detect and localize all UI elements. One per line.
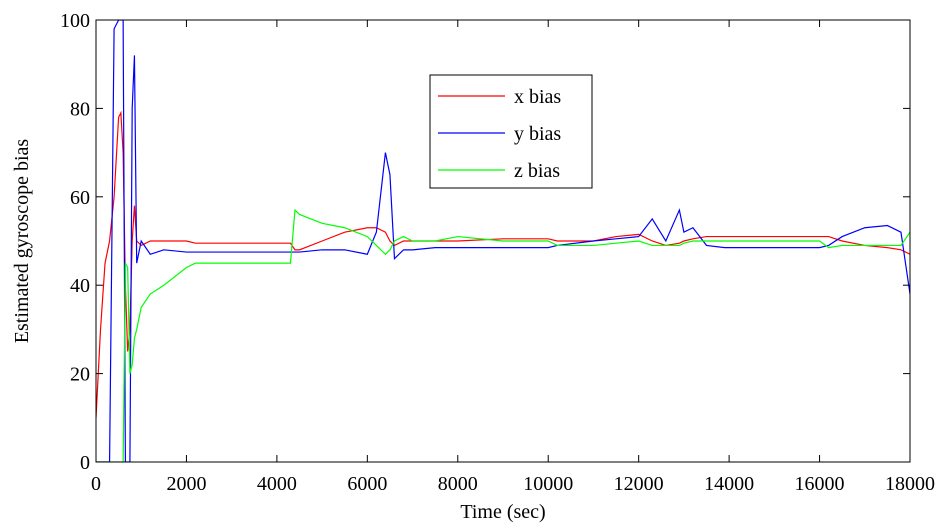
y-tick-label: 60 [70, 187, 90, 209]
x-tick-label: 14000 [704, 473, 754, 495]
legend-box [429, 74, 593, 189]
x-tick-label: 18000 [885, 473, 935, 495]
y-axis-label: Estimated gyroscope bias [11, 139, 33, 344]
x-tick-label: 2000 [166, 473, 206, 495]
series-line [96, 208, 910, 462]
x-axis-label: Time (sec) [460, 501, 545, 523]
y-tick-label: 80 [70, 98, 90, 120]
y-tick-label: 0 [80, 452, 90, 474]
x-tick-label: 4000 [257, 473, 297, 495]
x-tick-label: 0 [91, 473, 101, 495]
x-tick-label: 6000 [347, 473, 387, 495]
x-tick-label: 16000 [795, 473, 845, 495]
x-tick-label: 8000 [438, 473, 478, 495]
y-tick-label: 20 [70, 364, 90, 386]
x-tick-label: 12000 [614, 473, 664, 495]
y-tick-label: 40 [70, 275, 90, 297]
plot-lines [96, 20, 910, 462]
series-line [96, 20, 910, 462]
axes-box [95, 19, 911, 463]
y-tick-label: 100 [60, 10, 90, 32]
x-tick-label: 10000 [523, 473, 573, 495]
legend-label: x bias [514, 86, 561, 108]
legend-label: z bias [514, 160, 560, 182]
legend-label: y bias [514, 123, 561, 145]
